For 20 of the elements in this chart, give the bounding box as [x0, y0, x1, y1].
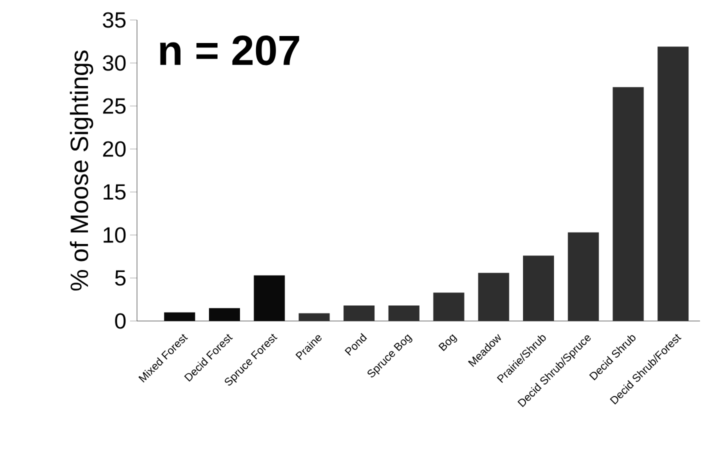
bar [568, 232, 599, 321]
bar [344, 306, 375, 321]
bar [433, 292, 464, 321]
bar [658, 46, 689, 321]
y-tick-label: 35 [102, 12, 126, 28]
y-tick-label: 30 [102, 55, 126, 71]
bar [478, 272, 510, 321]
y-tick-label: 25 [103, 98, 126, 114]
x-tick-label: Bog [438, 334, 458, 352]
y-tick-label: 5 [115, 270, 126, 286]
bar [388, 306, 420, 321]
bar [523, 256, 554, 321]
bar [612, 87, 644, 321]
y-tick-label: 0 [115, 313, 126, 329]
y-axis-title: % of Moose Sightings [70, 50, 94, 291]
y-tick-label: 10 [104, 227, 126, 243]
y-tick-label: 15 [104, 184, 126, 200]
annotation: n = 207 [160, 36, 300, 66]
y-tick-label: 20 [103, 141, 126, 157]
bar [298, 313, 330, 321]
